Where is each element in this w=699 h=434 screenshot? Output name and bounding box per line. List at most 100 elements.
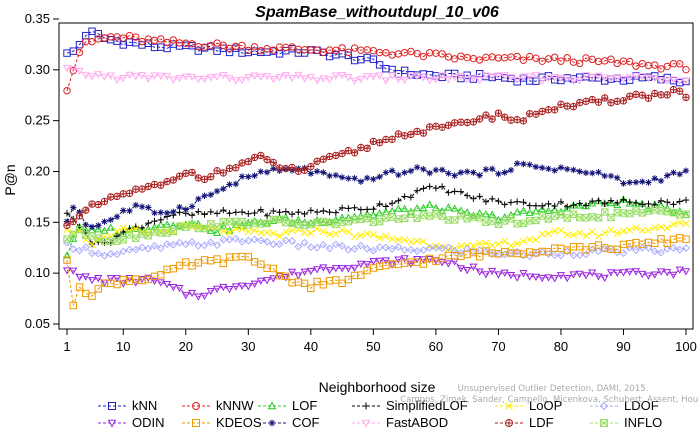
- data-point: [531, 273, 540, 281]
- data-point: [551, 227, 559, 235]
- data-point: [363, 230, 371, 238]
- data-point: [375, 209, 384, 217]
- data-point: [325, 244, 334, 253]
- data-point: [307, 170, 315, 177]
- data-point: [225, 75, 234, 83]
- data-point: [125, 245, 134, 254]
- data-point: [613, 97, 621, 106]
- data-point: [600, 274, 609, 283]
- data-point: [375, 61, 384, 69]
- data-point: [382, 203, 390, 210]
- data-point: [319, 240, 328, 249]
- data-point: [357, 231, 365, 239]
- data-point: [157, 35, 165, 43]
- data-point: [88, 200, 96, 208]
- data-point: [251, 172, 258, 179]
- data-point: [369, 211, 378, 219]
- data-point: [263, 229, 271, 237]
- data-point: [275, 50, 284, 58]
- data-point: [294, 167, 303, 175]
- data-point: [488, 210, 497, 218]
- legend-swatch-marker: [107, 419, 117, 428]
- x-tick-label: 40: [304, 339, 318, 354]
- data-point: [332, 209, 340, 216]
- data-point: [137, 276, 147, 284]
- data-point: [582, 202, 590, 209]
- data-point: [231, 234, 240, 243]
- data-point: [682, 220, 690, 228]
- data-point: [106, 223, 115, 231]
- data-point: [425, 123, 434, 131]
- data-point: [426, 183, 433, 190]
- data-point: [588, 269, 597, 277]
- data-point: [475, 253, 484, 261]
- series-knnw: [63, 31, 690, 95]
- data-point: [100, 197, 109, 206]
- data-point: [532, 236, 540, 244]
- data-point: [306, 73, 315, 82]
- data-point: [413, 49, 421, 58]
- legend-swatch-marker: [361, 419, 371, 428]
- data-point: [70, 204, 77, 211]
- data-point: [94, 225, 103, 233]
- legend-swatch-marker: [268, 419, 276, 427]
- data-point: [169, 76, 178, 84]
- data-point: [463, 266, 472, 275]
- data-point: [419, 211, 428, 219]
- data-point: [113, 237, 121, 245]
- data-point: [206, 226, 215, 234]
- data-point: [231, 77, 240, 85]
- data-point: [438, 123, 446, 131]
- data-point: [75, 273, 84, 282]
- data-point: [250, 280, 259, 288]
- data-point: [582, 232, 590, 240]
- data-point: [394, 256, 403, 264]
- data-point: [595, 197, 602, 204]
- data-point: [181, 73, 190, 81]
- data-point: [657, 197, 665, 204]
- data-point: [119, 236, 127, 244]
- data-point: [632, 246, 640, 255]
- data-point: [225, 235, 234, 244]
- data-point: [150, 222, 159, 231]
- data-point: [513, 198, 521, 205]
- data-point: [619, 97, 628, 105]
- data-point: [450, 247, 459, 255]
- data-point: [106, 72, 115, 80]
- data-point: [232, 209, 240, 216]
- data-point: [75, 246, 84, 255]
- data-point: [520, 160, 527, 168]
- legend-label: SimplifiedLOF: [386, 398, 468, 413]
- data-point: [620, 196, 627, 203]
- data-point: [250, 153, 259, 162]
- data-point: [638, 270, 647, 279]
- data-point: [538, 230, 546, 238]
- data-point: [357, 206, 365, 213]
- watermark-line-2: Campos, Zimek, Sander, Campello, Micenko…: [400, 395, 699, 405]
- data-point: [544, 106, 553, 114]
- data-point: [363, 73, 372, 81]
- data-point: [344, 213, 353, 221]
- data-point: [269, 229, 277, 237]
- data-point: [269, 275, 278, 283]
- data-point: [400, 66, 409, 75]
- data-point: [282, 164, 290, 173]
- data-point: [613, 248, 622, 257]
- data-point: [513, 116, 521, 124]
- data-point: [300, 238, 309, 247]
- data-point: [532, 163, 540, 171]
- data-point: [213, 285, 222, 294]
- data-point: [144, 182, 152, 191]
- data-point: [82, 221, 89, 228]
- data-point: [413, 237, 421, 245]
- data-point: [557, 57, 565, 65]
- data-point: [69, 66, 77, 75]
- data-point: [470, 195, 477, 202]
- data-point: [594, 273, 603, 281]
- data-point: [200, 241, 209, 250]
- data-point: [419, 74, 428, 82]
- data-point: [294, 215, 303, 224]
- data-point: [419, 203, 428, 212]
- data-point: [175, 238, 184, 247]
- data-point: [288, 43, 296, 51]
